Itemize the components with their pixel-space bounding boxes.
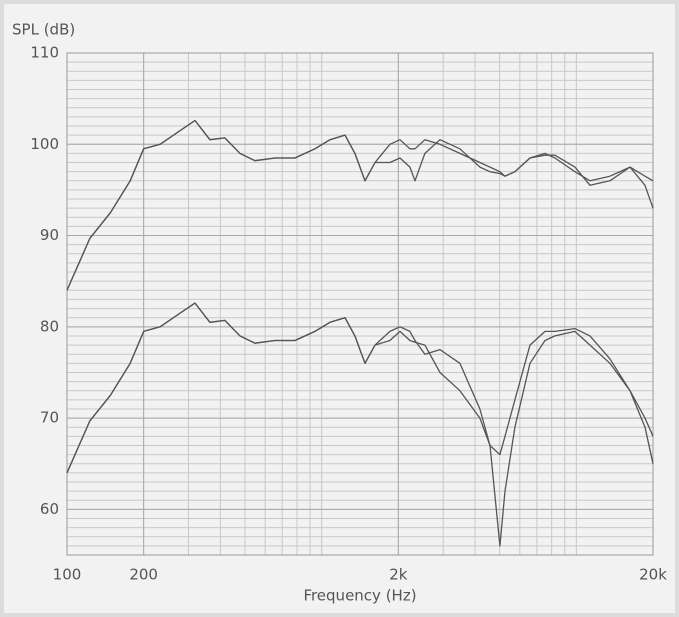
x-tick-label: 20k — [639, 566, 667, 584]
x-tick-label: 200 — [129, 566, 158, 584]
y-tick-label: 70 — [40, 409, 59, 427]
plot-frame — [66, 52, 654, 556]
y-tick-label: 100 — [30, 135, 59, 153]
x-tick-label: 2k — [389, 566, 408, 584]
y-tick-label: 60 — [40, 500, 59, 518]
y-axis-label: SPL (dB) — [12, 21, 75, 39]
x-tick-label: 100 — [53, 566, 82, 584]
y-tick-label: 90 — [40, 226, 59, 244]
x-axis-label: Frequency (Hz) — [303, 587, 416, 605]
series-line — [66, 302, 654, 474]
series-line — [66, 119, 654, 291]
y-tick-label: 110 — [30, 44, 59, 62]
y-tick-label: 80 — [40, 317, 59, 335]
